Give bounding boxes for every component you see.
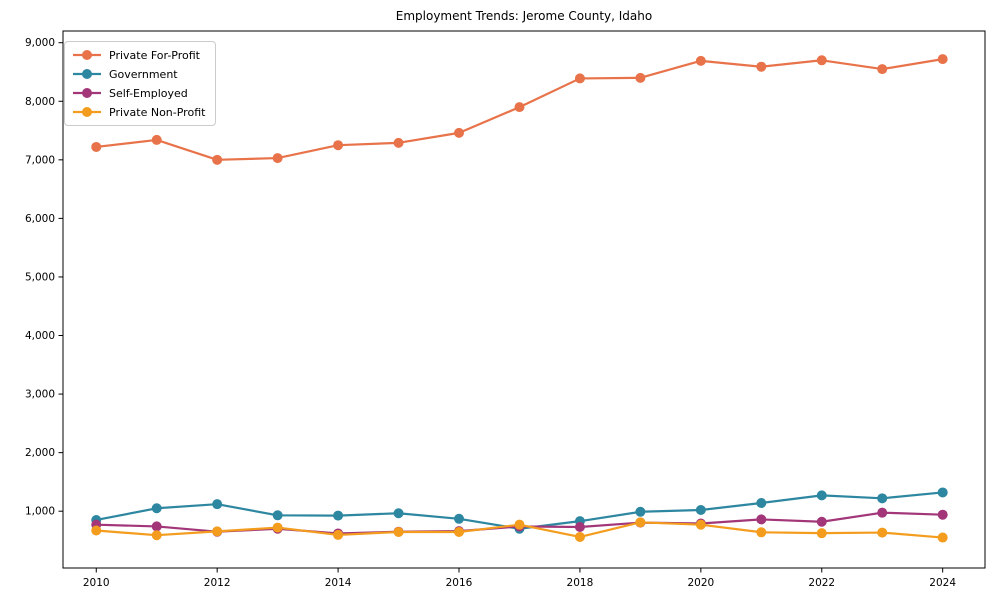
legend-label-self-employed: Self-Employed: [109, 86, 188, 100]
data-point-private-for-profit-2011: [151, 134, 162, 145]
data-point-government-2013: [272, 510, 283, 521]
legend: Private For-Profit Government Self-Employe…: [64, 41, 217, 126]
data-point-self-employed-2011: [151, 521, 162, 532]
legend-label-private-for-profit: Private For-Profit: [109, 48, 200, 62]
data-point-private-for-profit-2015: [393, 137, 404, 148]
y-tick-label: 2,000: [25, 447, 55, 459]
data-point-government-2021: [756, 497, 767, 508]
data-point-private-non-profit-2023: [877, 527, 888, 538]
x-tick-label: 2022: [808, 577, 835, 589]
data-point-private-for-profit-2019: [635, 72, 646, 83]
data-point-government-2019: [635, 506, 646, 517]
data-point-private-for-profit-2016: [454, 127, 465, 138]
legend-marker-self-employed: [73, 88, 101, 98]
legend-item-private-for-profit: Private For-Profit: [72, 47, 205, 63]
data-point-private-non-profit-2013: [272, 522, 283, 533]
data-point-government-2022: [816, 490, 827, 501]
legend-item-private-non-profit: Private Non-Profit: [72, 104, 205, 120]
data-point-government-2016: [454, 513, 465, 524]
y-tick-label: 4,000: [25, 330, 55, 342]
data-point-self-employed-2018: [574, 522, 585, 533]
x-tick-label: 2012: [204, 577, 231, 589]
data-point-government-2015: [393, 508, 404, 519]
data-point-private-non-profit-2015: [393, 526, 404, 537]
data-point-private-non-profit-2021: [756, 527, 767, 538]
legend-item-government: Government: [72, 66, 205, 82]
data-point-government-2011: [151, 503, 162, 514]
data-point-government-2012: [212, 499, 223, 510]
data-point-self-employed-2021: [756, 514, 767, 525]
legend-marker-government: [73, 69, 101, 79]
y-tick-label: 1,000: [25, 506, 55, 518]
data-point-government-2024: [937, 487, 948, 498]
data-point-government-2020: [695, 505, 706, 516]
data-point-private-for-profit-2013: [272, 153, 283, 164]
plot-border: [62, 30, 986, 569]
data-point-private-for-profit-2021: [756, 61, 767, 72]
data-point-private-for-profit-2010: [91, 141, 102, 152]
x-tick-label: 2018: [567, 577, 594, 589]
data-point-private-non-profit-2019: [635, 517, 646, 528]
data-point-private-non-profit-2022: [816, 528, 827, 539]
data-point-government-2014: [333, 510, 344, 521]
data-point-private-non-profit-2018: [574, 531, 585, 542]
data-point-private-for-profit-2018: [574, 73, 585, 84]
y-tick-label: 5,000: [25, 271, 55, 283]
legend-item-self-employed: Self-Employed: [72, 85, 205, 101]
y-tick-label: 8,000: [25, 96, 55, 108]
legend-marker-private-non-profit: [73, 107, 101, 117]
data-point-private-for-profit-2023: [877, 64, 888, 75]
data-point-self-employed-2022: [816, 516, 827, 527]
data-point-private-for-profit-2017: [514, 102, 525, 113]
data-point-private-non-profit-2020: [695, 519, 706, 530]
data-point-private-non-profit-2016: [454, 526, 465, 537]
legend-label-private-non-profit: Private Non-Profit: [109, 105, 206, 119]
data-point-private-non-profit-2014: [333, 529, 344, 540]
legend-marker-private-for-profit: [73, 50, 101, 60]
data-point-private-for-profit-2022: [816, 55, 827, 66]
y-tick-label: 7,000: [25, 154, 55, 166]
data-point-government-2023: [877, 493, 888, 504]
legend-label-government: Government: [109, 67, 178, 81]
data-point-private-for-profit-2024: [937, 54, 948, 65]
data-point-private-non-profit-2011: [151, 530, 162, 541]
y-tick-label: 6,000: [25, 213, 55, 225]
data-point-private-non-profit-2024: [937, 532, 948, 543]
chart-title: Employment Trends: Jerome County, Idaho: [395, 9, 653, 23]
data-point-private-for-profit-2014: [333, 140, 344, 151]
data-point-private-for-profit-2012: [212, 154, 223, 165]
x-tick-label: 2014: [325, 577, 352, 589]
y-tick-label: 3,000: [25, 389, 55, 401]
data-point-self-employed-2024: [937, 509, 948, 520]
data-point-private-non-profit-2017: [514, 519, 525, 530]
data-point-private-non-profit-2010: [91, 525, 102, 536]
data-point-self-employed-2023: [877, 507, 888, 518]
data-point-private-non-profit-2012: [212, 526, 223, 537]
y-tick-label: 9,000: [25, 37, 55, 49]
x-tick-label: 2016: [446, 577, 473, 589]
x-tick-label: 2020: [687, 577, 714, 589]
x-tick-label: 2010: [83, 577, 110, 589]
x-tick-label: 2024: [929, 577, 956, 589]
data-point-private-for-profit-2020: [695, 55, 706, 66]
